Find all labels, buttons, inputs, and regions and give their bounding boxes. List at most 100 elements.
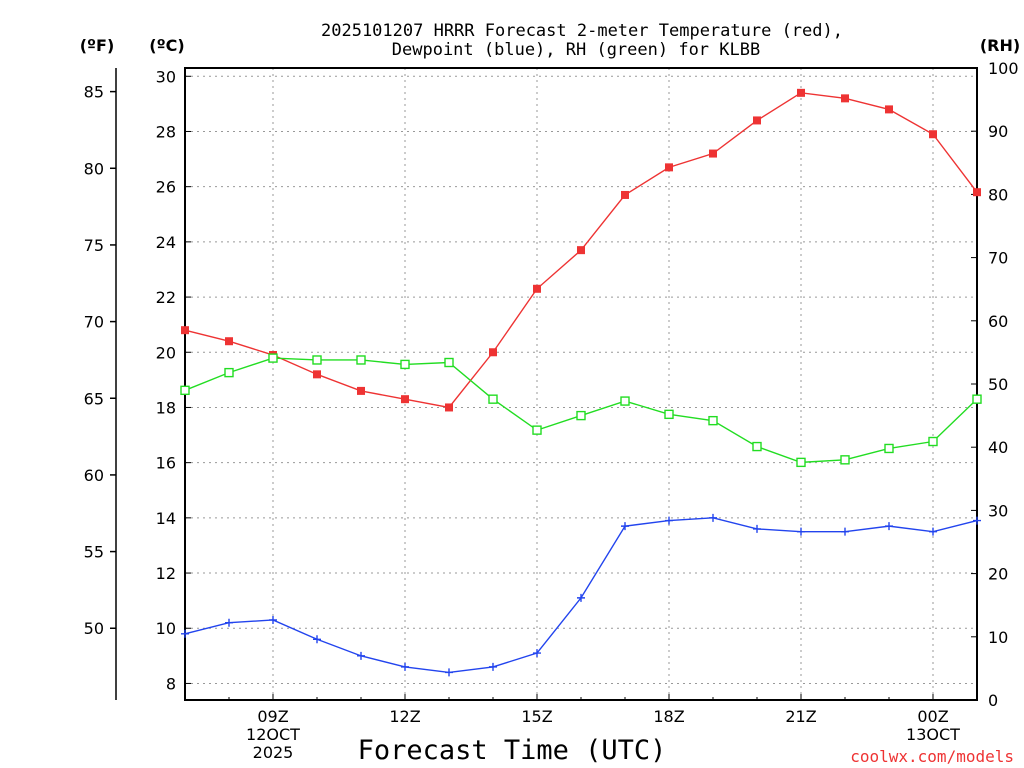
rh-tick-label: 0 (988, 691, 998, 710)
celsius-tick-label: 14 (156, 509, 176, 528)
dewpoint-point (533, 649, 541, 658)
x-tick-label: 13OCT (906, 725, 960, 744)
rh-point (840, 455, 850, 465)
x-axis-title: Forecast Time (UTC) (358, 735, 667, 766)
dewpoint-point (445, 668, 453, 677)
rh-point (620, 396, 630, 406)
rh-point (268, 353, 278, 363)
celsius-tick-label: 10 (156, 619, 176, 638)
rh-point (664, 409, 674, 420)
rh-point (488, 394, 498, 404)
rh-tick-label: 40 (988, 438, 1008, 457)
rh-tick-label: 90 (988, 122, 1008, 141)
celsius-tick-label: 8 (166, 674, 176, 693)
fahrenheit-tick-label: 80 (84, 159, 104, 178)
temperature-point (445, 403, 453, 412)
fahrenheit-tick-label: 55 (84, 543, 104, 562)
temperature-point (533, 284, 541, 293)
dewpoint-point (489, 662, 497, 671)
rh-point (708, 415, 718, 426)
fahrenheit-tick-label: 50 (84, 619, 104, 638)
x-tick-label: 00Z (917, 707, 948, 726)
dewpoint-point (929, 527, 937, 536)
dewpoint-point (225, 618, 233, 627)
celsius-tick-label: 16 (156, 454, 176, 473)
fahrenheit-tick-label: 75 (84, 236, 104, 255)
x-tick-label: 2025 (253, 743, 294, 762)
rh-point (400, 359, 410, 370)
rh-point (576, 410, 586, 421)
x-tick-label: 12Z (389, 707, 420, 726)
fahrenheit-tick-label: 60 (84, 466, 104, 485)
celsius-tick-label: 24 (156, 233, 176, 252)
x-tick-label: 18Z (653, 707, 684, 726)
rh-point (356, 355, 366, 365)
rh-point (224, 367, 234, 378)
plot-frame (184, 67, 978, 701)
rh-unit-label: (RH) (980, 36, 1020, 55)
rh-point (928, 436, 938, 447)
dewpoint-point (665, 516, 673, 525)
chart-title-line1: 2025101207 HRRR Forecast 2-meter Tempera… (321, 21, 843, 41)
rh-point (444, 357, 454, 368)
temperature-point (313, 370, 321, 379)
fahrenheit-tick-label: 85 (84, 83, 104, 102)
dewpoint-point (841, 527, 849, 536)
rh-tick-label: 30 (988, 501, 1008, 520)
rh-tick-label: 80 (988, 185, 1008, 204)
rh-point (180, 385, 190, 396)
temperature-point (181, 326, 189, 335)
axis-ticks: 8 10 12 14 16 18 20 22 24 26 28 30 50 55 60 65 70 75 80 85 0… (84, 59, 1019, 762)
rh-point (752, 441, 762, 452)
rh-tick-label: 70 (988, 249, 1008, 268)
dewpoint-point (313, 635, 321, 644)
rh-point (796, 457, 806, 468)
celsius-tick-label: 18 (156, 398, 176, 417)
temperature-point (489, 348, 497, 357)
dewpoint-point (709, 513, 717, 522)
temperature-point (973, 188, 981, 197)
dewpoint-point (885, 522, 893, 531)
temperature-point (929, 130, 937, 139)
fahrenheit-unit-label: (ºF) (80, 36, 115, 55)
gridlines (185, 68, 977, 700)
dewpoint-point (797, 527, 805, 536)
temperature-point (797, 88, 805, 97)
rh-point (532, 425, 542, 435)
rh-tick-label: 20 (988, 565, 1008, 584)
fahrenheit-tick-label: 65 (84, 389, 104, 408)
temperature-point (665, 163, 673, 172)
celsius-tick-label: 22 (156, 288, 176, 307)
rh-tick-label: 50 (988, 375, 1008, 394)
x-tick-label: 09Z (257, 707, 288, 726)
rh-point (312, 355, 322, 365)
chart-title-line2: Dewpoint (blue), RH (green) for KLBB (392, 40, 760, 60)
rh-tick-label: 60 (988, 312, 1008, 331)
temperature-point (885, 105, 893, 114)
celsius-tick-label: 28 (156, 122, 176, 141)
celsius-tick-label: 20 (156, 343, 176, 362)
celsius-tick-label: 12 (156, 564, 176, 583)
fahrenheit-tick-label: 70 (84, 313, 104, 332)
dewpoint-point (621, 522, 629, 531)
rh-point (972, 394, 982, 404)
rh-tick-label: 10 (988, 628, 1008, 647)
dewpoint-point (973, 516, 981, 525)
dewpoint-point (357, 651, 365, 660)
temperature-point (577, 246, 585, 255)
data-series (180, 88, 982, 677)
x-tick-label: 15Z (521, 707, 552, 726)
x-tick-label: 12OCT (246, 725, 300, 744)
temperature-point (401, 395, 409, 404)
rh-line (184, 357, 978, 464)
celsius-tick-label: 30 (156, 67, 176, 86)
dewpoint-point (401, 662, 409, 671)
celsius-tick-label: 26 (156, 178, 176, 197)
x-tick-label: 21Z (785, 707, 816, 726)
watermark: coolwx.com/models (850, 747, 1014, 766)
dewpoint-point (181, 629, 189, 638)
temperature-point (357, 386, 365, 395)
rh-point (884, 443, 894, 454)
temperature-point (753, 116, 761, 125)
